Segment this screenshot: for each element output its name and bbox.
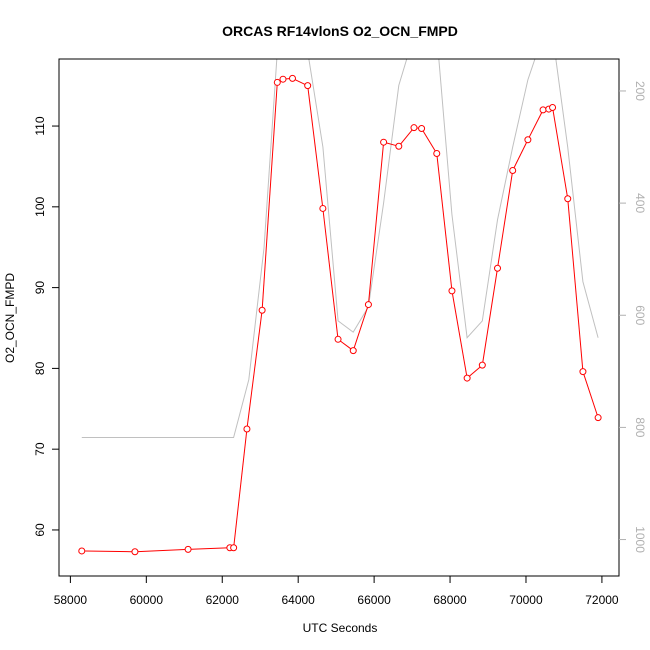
secondary-y-axis: 200 400 600 800 1000 <box>619 81 647 553</box>
x-tick-label: 72000 <box>585 593 619 607</box>
secondary-series <box>81 59 599 438</box>
data-point <box>418 124 426 132</box>
primary-series-segment <box>469 366 481 377</box>
primary-series-segment <box>368 145 384 302</box>
primary-series-segment <box>583 374 598 415</box>
y-tick-label: 70 <box>33 442 47 456</box>
data-point <box>494 264 502 272</box>
primary-series-segment <box>261 85 278 308</box>
data-point <box>334 335 342 343</box>
data-point <box>478 361 486 369</box>
data-point <box>509 166 517 174</box>
x-tick-label: 58000 <box>54 593 88 607</box>
primary-series <box>78 74 602 556</box>
primary-series-segment <box>552 110 568 196</box>
x-tick-label: 68000 <box>433 593 467 607</box>
primary-series-segment <box>436 156 453 288</box>
y-tick-label: 80 <box>33 361 47 375</box>
primary-series-segment <box>322 211 339 337</box>
x-tick-label: 66000 <box>357 593 391 607</box>
y-tick-label: 110 <box>33 116 47 135</box>
data-point <box>524 136 532 144</box>
y2-tick-label: 800 <box>633 417 647 437</box>
x-tick-label: 62000 <box>206 593 240 607</box>
data-point <box>579 368 587 376</box>
primary-series-segment <box>497 173 513 266</box>
y2-tick-label: 1000 <box>633 526 647 553</box>
primary-series-segment <box>353 307 368 348</box>
data-point <box>131 548 139 556</box>
data-point <box>319 204 327 212</box>
data-point <box>549 103 557 111</box>
primary-series-segment <box>233 432 248 545</box>
data-point <box>380 138 388 146</box>
data-point <box>78 547 86 555</box>
y-axis: 60 70 80 90 100 110 <box>33 116 59 537</box>
primary-series-segment <box>340 340 351 350</box>
data-point <box>410 124 418 132</box>
y2-tick-label: 600 <box>633 305 647 325</box>
x-tick-label: 60000 <box>130 593 164 607</box>
data-point <box>243 425 251 433</box>
y-axis-label: O2_OCN_FMPD <box>3 273 17 363</box>
plot-frame <box>58 58 620 577</box>
y-tick-label: 100 <box>33 196 47 216</box>
primary-series-segment <box>482 271 498 363</box>
data-point <box>273 78 281 86</box>
data-point <box>433 150 441 158</box>
primary-series-segment <box>138 548 185 553</box>
y2-tick-label: 200 <box>633 81 647 101</box>
y2-tick-label: 400 <box>633 193 647 213</box>
y-tick-label: 90 <box>33 281 47 295</box>
data-point <box>258 306 266 314</box>
data-point <box>594 414 602 422</box>
primary-series-segment <box>295 79 306 85</box>
x-tick-label: 64000 <box>281 593 315 607</box>
data-point <box>288 74 296 82</box>
x-axis: 58000 60000 62000 64000 66000 68000 70000 72000 <box>54 575 619 607</box>
data-point <box>463 374 471 382</box>
primary-series-segment <box>567 201 584 369</box>
data-point <box>304 82 312 90</box>
primary-series-segment <box>84 550 132 553</box>
primary-series-segment <box>528 112 543 138</box>
y-tick-label: 60 <box>33 523 47 537</box>
data-point <box>539 106 547 114</box>
primary-series-segment <box>307 88 323 206</box>
primary-series-segment <box>513 142 527 168</box>
data-point <box>364 301 372 309</box>
data-point <box>230 544 238 552</box>
data-point <box>279 75 287 83</box>
primary-series-segment <box>452 293 468 376</box>
data-point <box>184 545 192 553</box>
data-point <box>564 195 572 203</box>
primary-series-segment <box>422 130 436 152</box>
data-point <box>395 142 403 150</box>
x-axis-label: UTC Seconds <box>303 621 378 635</box>
primary-series-segment <box>246 313 263 426</box>
data-point <box>349 347 357 355</box>
primary-series-segment <box>400 129 413 145</box>
x-tick-label: 70000 <box>509 593 543 607</box>
data-point <box>448 287 456 295</box>
secondary-series-line <box>81 59 599 438</box>
primary-series-segment <box>191 547 227 550</box>
primary-series-segment <box>386 142 396 146</box>
chart-title: ORCAS RF14vlonS O2_OCN_FMPD <box>222 23 458 39</box>
